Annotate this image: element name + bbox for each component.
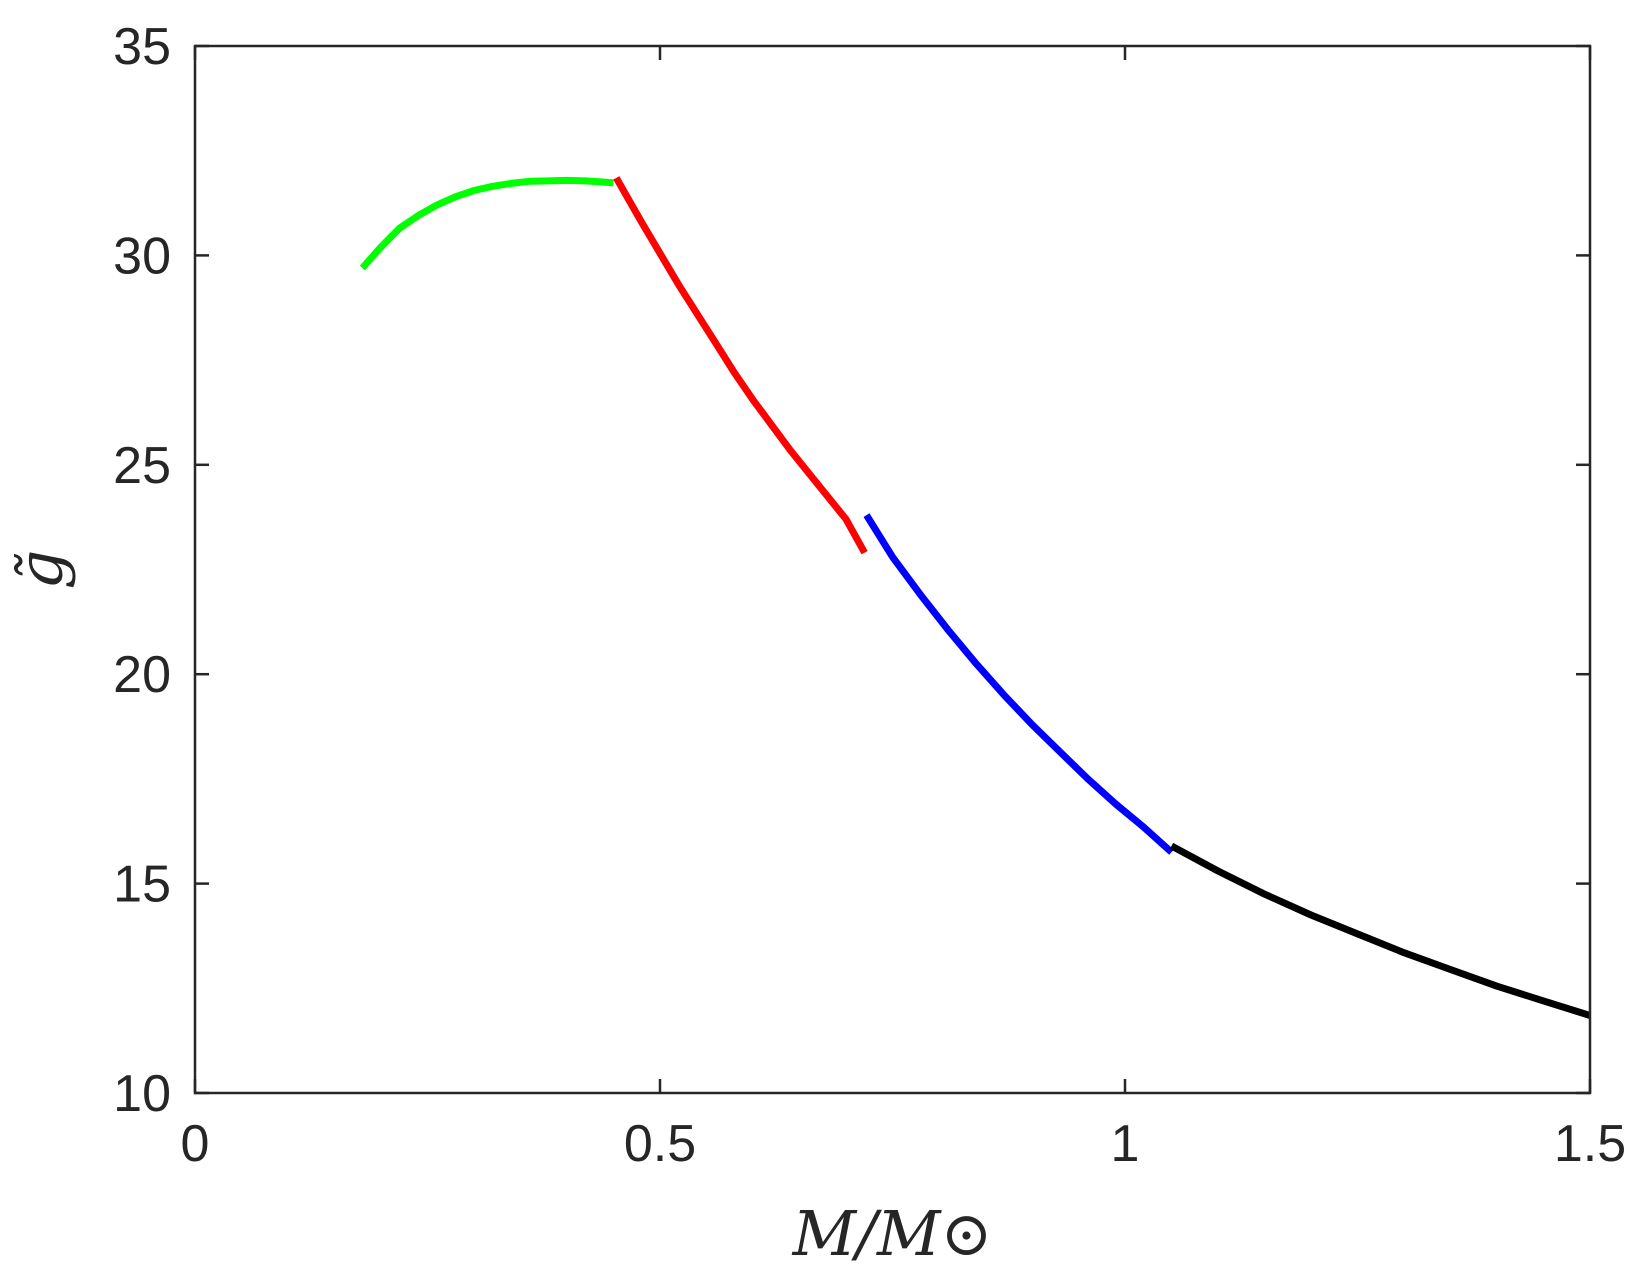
y-tick-label: 20 bbox=[113, 646, 171, 704]
y-tick-label: 35 bbox=[113, 18, 171, 76]
series-line-1 bbox=[359, 176, 614, 271]
y-tick-label: 25 bbox=[113, 437, 171, 495]
series-line-2 bbox=[613, 176, 868, 555]
x-tick-label: 0.5 bbox=[624, 1115, 696, 1173]
y-tick-label: 30 bbox=[113, 227, 171, 285]
x-tick-label: 1 bbox=[1111, 1115, 1140, 1173]
tick-marks bbox=[193, 44, 1592, 1095]
plot-area-frame bbox=[193, 44, 1592, 1095]
tick-labels: 0 0.5 1 1.5 10 15 20 25 30 35 bbox=[113, 18, 1626, 1173]
y-tick-label: 15 bbox=[113, 856, 171, 914]
series-line-4 bbox=[1169, 842, 1592, 1019]
y-tick-label: 10 bbox=[113, 1065, 171, 1123]
x-tick-label: 0 bbox=[181, 1115, 210, 1173]
series-line-3 bbox=[863, 513, 1174, 855]
series-layer bbox=[359, 176, 1592, 1019]
x-tick-label: 1.5 bbox=[1554, 1115, 1626, 1173]
y-axis-label: g̃ bbox=[4, 550, 77, 590]
x-axis-label: M/M⊙ bbox=[792, 1197, 993, 1270]
